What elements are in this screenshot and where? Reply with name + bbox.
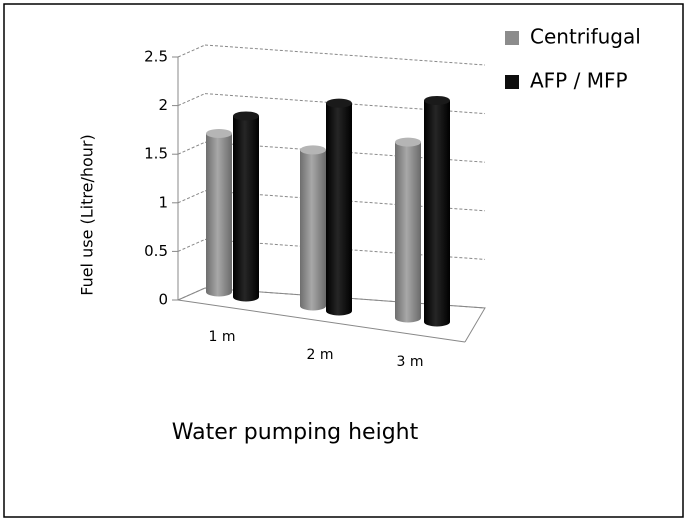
- grid-line: [177, 238, 206, 252]
- x-tick-label: 3 m: [397, 354, 424, 370]
- y-tick-label: 1: [158, 193, 168, 211]
- bar-body: [206, 133, 232, 297]
- legend-swatch: [505, 31, 519, 45]
- x-axis-label: Water pumping height: [172, 420, 419, 445]
- bar-top: [395, 137, 421, 147]
- legend-label: Centrifugal: [530, 25, 641, 49]
- x-tick-label: 2 m: [307, 347, 334, 363]
- bar-top: [206, 128, 232, 138]
- y-tick-label: 0: [158, 291, 168, 309]
- bar-top: [300, 145, 326, 155]
- x-tick-label: 1 m: [209, 329, 236, 345]
- bar: [326, 98, 352, 316]
- legend-label: AFP / MFP: [530, 69, 628, 93]
- bar-body: [300, 149, 326, 311]
- grid-line: [177, 44, 206, 58]
- floor-front: [177, 299, 466, 343]
- bar-body: [424, 100, 450, 327]
- bar-body: [395, 142, 421, 323]
- bar: [424, 95, 450, 327]
- bar-body: [233, 115, 259, 302]
- bar: [300, 145, 326, 311]
- legend-swatch: [505, 75, 519, 89]
- y-tick-label: 2.5: [144, 48, 168, 66]
- bar-top: [326, 98, 352, 108]
- y-axis-label: Fuel use (Litre/hour): [78, 134, 97, 295]
- bar: [206, 128, 232, 297]
- bar: [233, 111, 259, 302]
- y-tick-label: 0.5: [144, 242, 168, 260]
- y-tick-label: 2: [158, 96, 168, 114]
- bar-body: [326, 103, 352, 316]
- y-tick-label: 1.5: [144, 145, 168, 163]
- frame: [3, 3, 684, 518]
- grid-line: [177, 190, 206, 204]
- grid-line: [177, 141, 206, 155]
- bar-top: [233, 111, 259, 121]
- bar-top: [424, 95, 450, 105]
- bar: [395, 137, 421, 323]
- grid-line: [177, 93, 206, 107]
- grid-line: [204, 44, 486, 66]
